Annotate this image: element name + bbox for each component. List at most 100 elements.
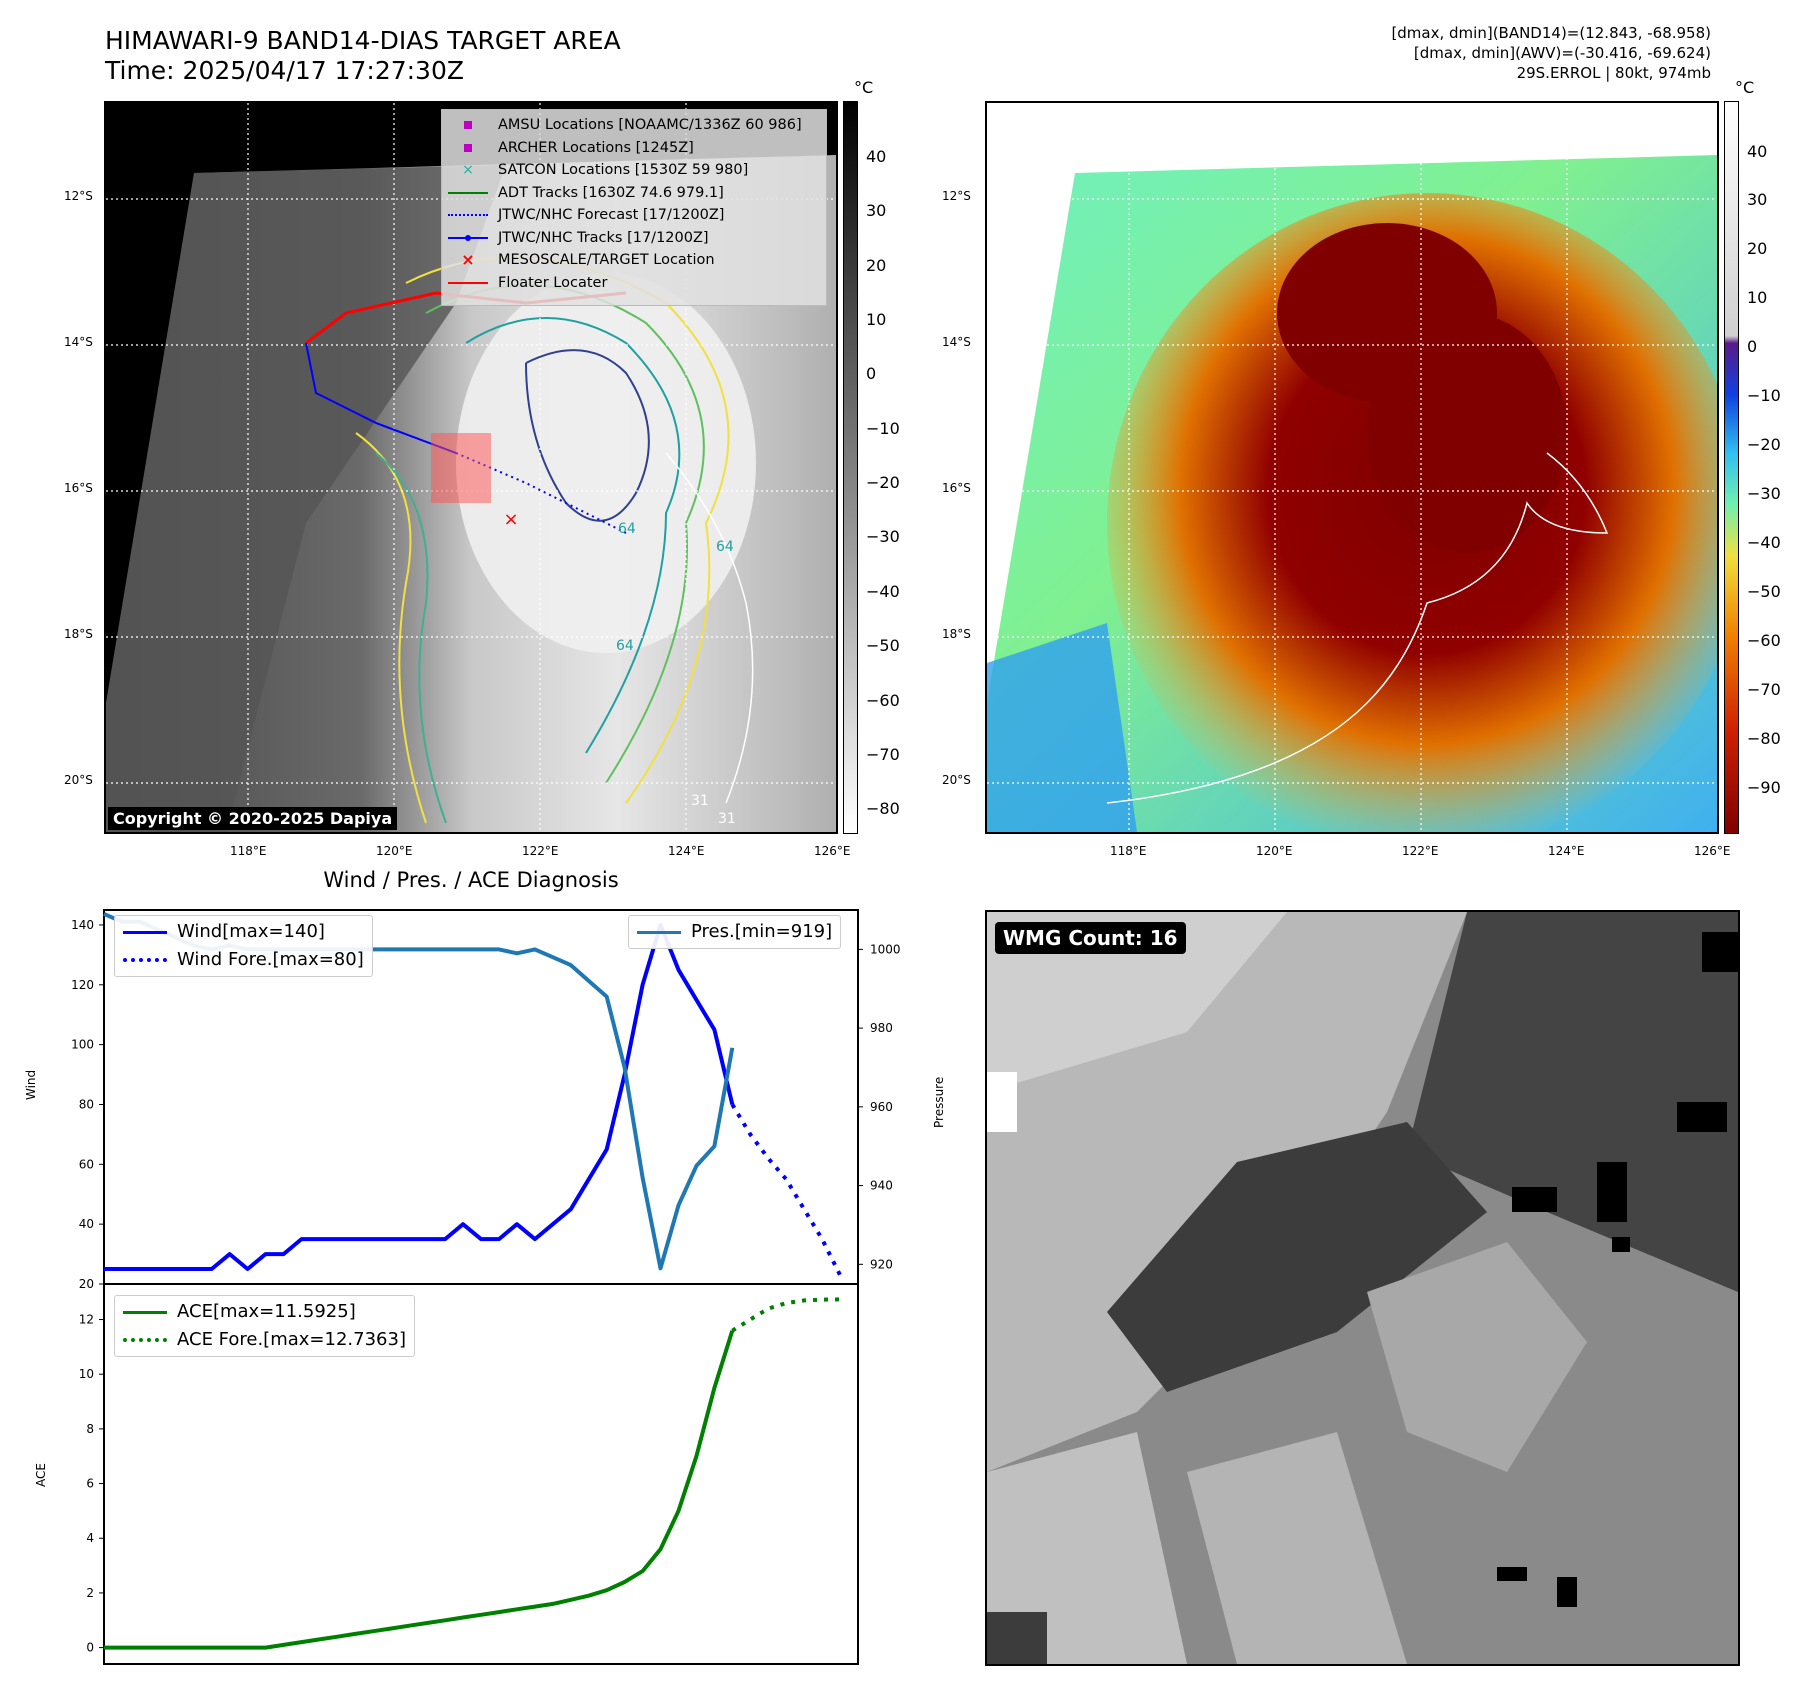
series-line bbox=[104, 1330, 735, 1650]
wmg-panel: WMG Count: 16 bbox=[985, 910, 1740, 1666]
y-right-tick-label: 940 bbox=[870, 1179, 893, 1193]
lon-label: 122°E bbox=[522, 844, 559, 858]
legend-entry: × MESOSCALE/TARGET Location bbox=[448, 249, 818, 272]
color-map-panel bbox=[985, 101, 1719, 834]
color-cb-tick: −50 bbox=[1747, 582, 1781, 601]
legend-entry: JTWC/NHC Tracks [17/1200Z] bbox=[448, 227, 818, 250]
color-cb-tick: −30 bbox=[1747, 484, 1781, 503]
legend-label: Wind Fore.[max=80] bbox=[177, 949, 364, 970]
legend-label: Pres.[min=919] bbox=[691, 921, 833, 942]
wind-legend: Wind[max=140] Wind Fore.[max=80] bbox=[114, 915, 373, 977]
legend-label: SATCON Locations [1530Z 59 980] bbox=[498, 162, 749, 178]
legend-label: ACE[max=11.5925] bbox=[177, 1301, 356, 1322]
lat-label: 20°S bbox=[942, 773, 971, 787]
color-cb-tick: 30 bbox=[1747, 190, 1768, 209]
time-title: Time: 2025/04/17 17:27:30Z bbox=[105, 56, 464, 85]
gray-cb-tick: 30 bbox=[866, 201, 887, 220]
legend-label: MESOSCALE/TARGET Location bbox=[498, 252, 715, 268]
wind-axis-label: Wind bbox=[24, 1069, 38, 1100]
y-right-tick-label: 920 bbox=[870, 1257, 893, 1271]
lon-label: 124°E bbox=[1548, 844, 1585, 858]
copyright-label: Copyright © 2020-2025 Dapiya bbox=[108, 807, 398, 830]
color-cb-tick: −40 bbox=[1747, 533, 1781, 552]
meta-band14: [dmax, dmin](BAND14)=(12.843, -68.958) bbox=[1391, 24, 1711, 42]
y-tick-label: 80 bbox=[79, 1097, 94, 1111]
contour-label: 64 bbox=[716, 539, 734, 555]
lon-label: 120°E bbox=[1256, 844, 1293, 858]
color-cb-tick: 0 bbox=[1747, 337, 1758, 356]
contour-label: 31 bbox=[691, 793, 709, 809]
lon-label: 118°E bbox=[230, 844, 267, 858]
y-tick-label: 8 bbox=[86, 1422, 94, 1436]
y-tick-label: 100 bbox=[71, 1038, 94, 1052]
legend-label: AMSU Locations [NOAAMC/1336Z 60 986] bbox=[498, 117, 802, 133]
legend-label: ADT Tracks [1630Z 74.6 979.1] bbox=[498, 184, 724, 201]
legend-label: ARCHER Locations [1245Z] bbox=[498, 139, 694, 156]
y-right-tick-label: 980 bbox=[870, 1021, 893, 1035]
color-cb-tick: −90 bbox=[1747, 778, 1781, 797]
plot-frame bbox=[103, 1283, 859, 1665]
legend-label: JTWC/NHC Tracks [17/1200Z] bbox=[498, 229, 709, 246]
lon-label: 126°E bbox=[1694, 844, 1731, 858]
y-tick-label: 10 bbox=[79, 1367, 94, 1381]
legend-entry: AMSU Locations [NOAAMC/1336Z 60 986] bbox=[448, 114, 818, 137]
gray-colorbar bbox=[843, 101, 858, 834]
lat-label: 14°S bbox=[942, 335, 971, 349]
main-title: HIMAWARI-9 BAND14-DIAS TARGET AREA bbox=[105, 26, 621, 55]
gray-cb-tick: −80 bbox=[866, 799, 900, 818]
color-cb-tick: −80 bbox=[1747, 729, 1781, 748]
ace-axis-label: ACE bbox=[34, 1463, 48, 1487]
ace-legend: ACE[max=11.5925] ACE Fore.[max=12.7363] bbox=[114, 1295, 415, 1357]
wmg-image bbox=[987, 912, 1738, 1664]
gray-cb-tick: 40 bbox=[866, 147, 887, 166]
lon-label: 126°E bbox=[814, 844, 851, 858]
ace-chart: 0 2 4 6 8 10 12 bbox=[79, 1283, 859, 1665]
legend-entry: ARCHER Locations [1245Z] bbox=[448, 137, 818, 160]
y-tick-label: 0 bbox=[86, 1641, 94, 1655]
legend-entry: × SATCON Locations [1530Z 59 980] bbox=[448, 159, 818, 182]
y-right-tick-label: 960 bbox=[870, 1100, 893, 1114]
lat-label: 16°S bbox=[64, 481, 93, 495]
color-map-image bbox=[987, 103, 1717, 832]
lon-label: 124°E bbox=[668, 844, 705, 858]
lat-label: 12°S bbox=[942, 189, 971, 203]
gray-cb-tick: −20 bbox=[866, 473, 900, 492]
legend-label: JTWC/NHC Forecast [17/1200Z] bbox=[498, 207, 725, 223]
series-line bbox=[731, 1297, 841, 1333]
y-tick-label: 6 bbox=[86, 1477, 94, 1491]
lat-label: 16°S bbox=[942, 481, 971, 495]
contour-label: 64 bbox=[618, 521, 636, 537]
legend-entry: Pres.[min=919] bbox=[637, 918, 832, 946]
lat-label: 20°S bbox=[64, 773, 93, 787]
pressure-axis-label: Pressure bbox=[932, 1076, 946, 1128]
legend-label: Wind[max=140] bbox=[177, 921, 325, 942]
gray-cb-tick: −70 bbox=[866, 745, 900, 764]
series-line bbox=[104, 923, 735, 1271]
lat-label: 18°S bbox=[64, 627, 93, 641]
y-tick-label: 140 bbox=[71, 918, 94, 932]
legend-label: ACE Fore.[max=12.7363] bbox=[177, 1329, 406, 1350]
contour-label: 64 bbox=[616, 638, 634, 654]
color-cb-tick: −60 bbox=[1747, 631, 1781, 650]
wmg-count-badge: WMG Count: 16 bbox=[995, 922, 1186, 954]
legend-entry: Floater Locater bbox=[448, 272, 818, 295]
meta-awv: [dmax, dmin](AWV)=(-30.416, -69.624) bbox=[1413, 44, 1711, 62]
ir-map-image: × bbox=[106, 103, 836, 832]
y-tick-label: 12 bbox=[79, 1313, 94, 1327]
lon-label: 122°E bbox=[1402, 844, 1439, 858]
contour-label: 31 bbox=[718, 811, 736, 827]
ir-map-panel: × 64 64 64 31 31 AMSU Locations [NOAAMC/… bbox=[104, 101, 838, 834]
legend-entry: ACE Fore.[max=12.7363] bbox=[123, 1326, 406, 1354]
gray-colorbar-unit: °C bbox=[854, 78, 874, 97]
lat-label: 12°S bbox=[64, 189, 93, 203]
lon-label: 120°E bbox=[376, 844, 413, 858]
gray-cb-tick: −60 bbox=[866, 691, 900, 710]
y-tick-label: 20 bbox=[79, 1277, 94, 1290]
legend-entry: ADT Tracks [1630Z 74.6 979.1] bbox=[448, 182, 818, 205]
color-cb-tick: −20 bbox=[1747, 435, 1781, 454]
gray-cb-tick: −40 bbox=[866, 582, 900, 601]
gray-cb-tick: −30 bbox=[866, 527, 900, 546]
y-right-tick-label: 1000 bbox=[870, 942, 901, 956]
gray-cb-tick: 0 bbox=[866, 364, 877, 383]
y-tick-label: 60 bbox=[79, 1157, 94, 1171]
